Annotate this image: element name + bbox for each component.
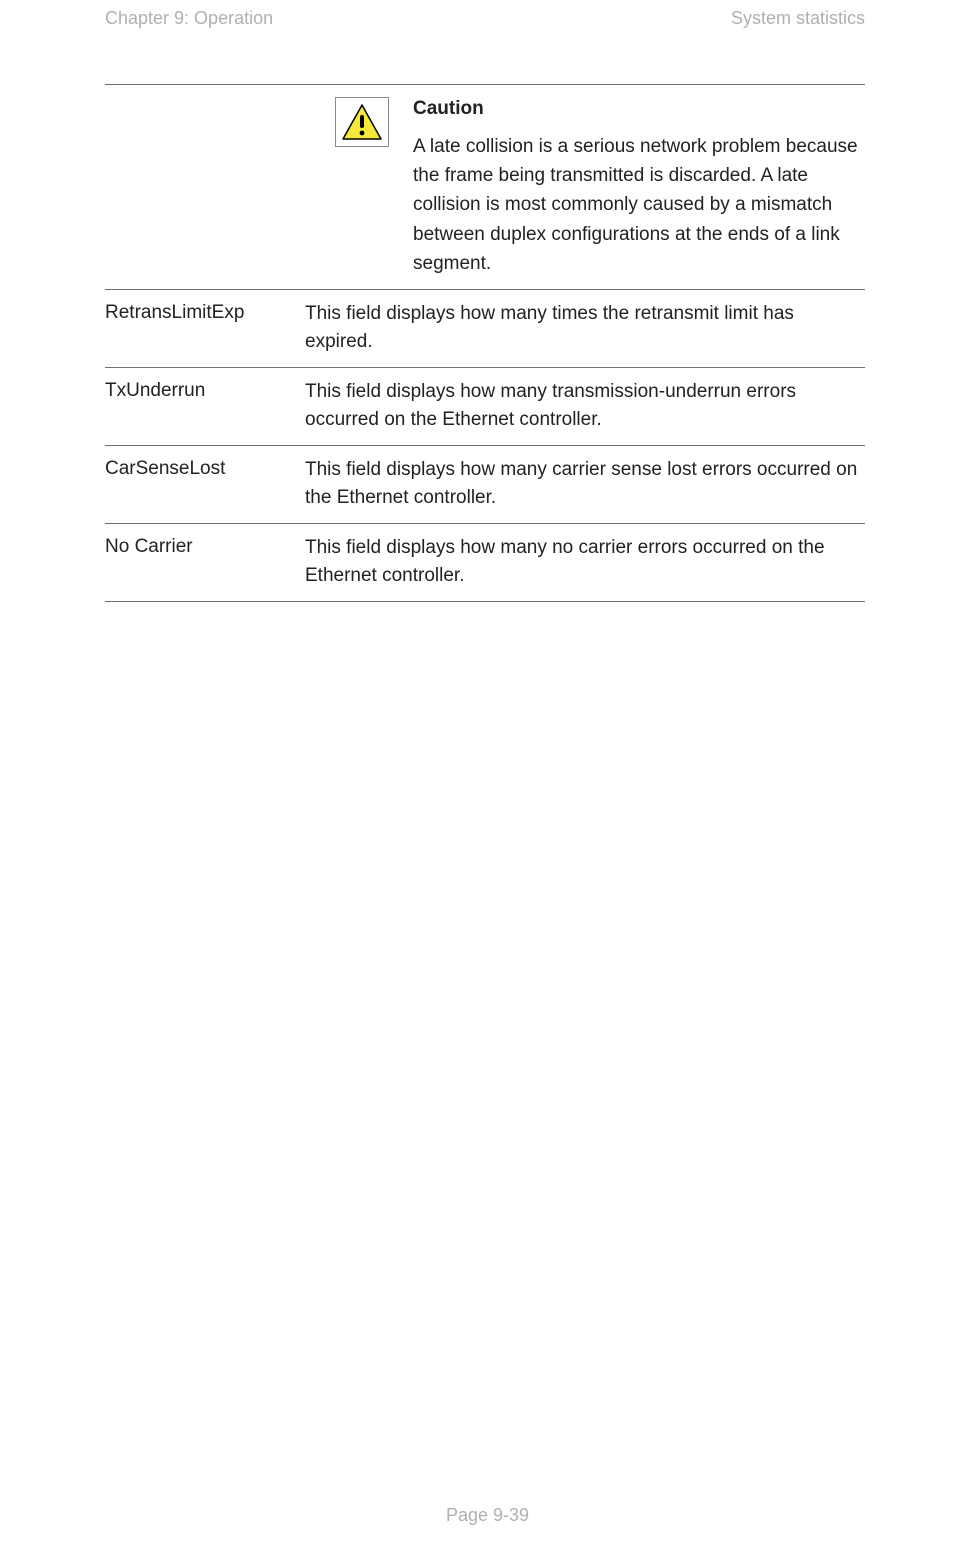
row-desc: This field displays how many carrier sen… [305, 456, 865, 513]
row-desc: Caution A late collision is a serious ne… [305, 95, 865, 279]
table-row: No Carrier This field displays how many … [105, 523, 865, 602]
caution-title: Caution [413, 95, 865, 124]
table-row: CarSenseLost This field displays how man… [105, 445, 865, 523]
page-footer: Page 9-39 [0, 1505, 975, 1526]
caution-body: A late collision is a serious network pr… [413, 132, 865, 279]
row-label: No Carrier [105, 534, 305, 591]
stats-table: Caution A late collision is a serious ne… [105, 84, 865, 602]
table-row: Caution A late collision is a serious ne… [105, 84, 865, 289]
table-row: RetransLimitExp This field displays how … [105, 289, 865, 367]
table-row: TxUnderrun This field displays how many … [105, 367, 865, 445]
row-desc: This field displays how many times the r… [305, 300, 865, 357]
page-container: Chapter 9: Operation System statistics C… [0, 0, 975, 1556]
header-right: System statistics [731, 8, 865, 29]
row-label: TxUnderrun [105, 378, 305, 435]
caution-icon-box [335, 97, 389, 147]
header-left: Chapter 9: Operation [105, 8, 273, 29]
caution-text: Caution A late collision is a serious ne… [413, 95, 865, 279]
caution-icon [340, 102, 384, 142]
page-header: Chapter 9: Operation System statistics [105, 8, 865, 29]
caution-callout: Caution A late collision is a serious ne… [305, 95, 865, 279]
row-desc: This field displays how many no carrier … [305, 534, 865, 591]
row-desc: This field displays how many transmissio… [305, 378, 865, 435]
row-label: RetransLimitExp [105, 300, 305, 357]
row-label: CarSenseLost [105, 456, 305, 513]
row-label [105, 95, 305, 279]
